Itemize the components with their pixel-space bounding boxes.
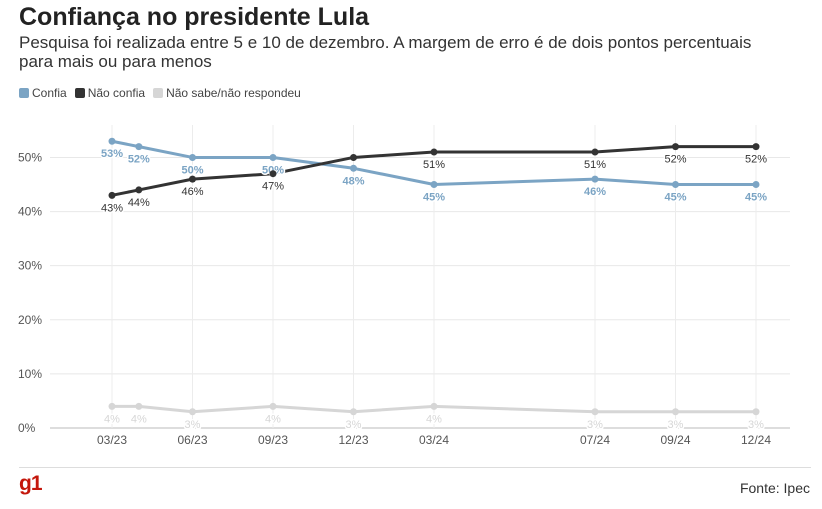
- x-tick-label: 03/24: [419, 433, 449, 447]
- data-point: [430, 402, 438, 410]
- data-point: [108, 191, 116, 199]
- chart-subtitle: Pesquisa foi realizada entre 5 e 10 de d…: [19, 33, 752, 71]
- source-note: Fonte: Ipec: [739, 480, 810, 496]
- data-point: [108, 402, 116, 410]
- g1-logo: g1: [19, 472, 42, 495]
- x-tick-label: 07/24: [580, 433, 610, 447]
- data-point: [135, 186, 143, 194]
- x-tick-label: 03/23: [97, 433, 127, 447]
- data-point: [672, 143, 679, 151]
- data-label: 4%: [104, 413, 120, 425]
- data-label: 3%: [668, 419, 684, 431]
- legend: Confia Não confia Não sabe/não respondeu: [19, 86, 309, 100]
- data-label: 46%: [584, 186, 606, 198]
- data-point: [189, 153, 196, 161]
- legend-item-nao-sabe: Não sabe/não respondeu: [153, 86, 301, 100]
- data-point: [108, 137, 116, 145]
- data-label: 45%: [745, 192, 767, 204]
- data-point: [350, 153, 357, 161]
- data-point: [430, 148, 438, 156]
- data-label: 46%: [181, 186, 203, 198]
- data-point: [350, 164, 357, 172]
- legend-swatch-confia: [19, 88, 29, 98]
- data-point: [269, 153, 277, 161]
- data-point: [189, 408, 196, 416]
- data-point: [752, 181, 760, 189]
- legend-swatch-nao-confia: [74, 88, 85, 98]
- data-label: 43%: [101, 202, 123, 214]
- data-label: 52%: [664, 154, 686, 166]
- data-point: [752, 143, 760, 151]
- legend-label-confia: Confia: [32, 86, 67, 100]
- data-label: 52%: [745, 154, 767, 166]
- y-tick-label: 50%: [18, 150, 42, 164]
- y-tick-label: 0%: [18, 421, 36, 435]
- data-point: [135, 402, 143, 410]
- x-tick-label: 12/23: [338, 433, 368, 447]
- data-label: 53%: [101, 148, 123, 160]
- data-label: 47%: [262, 181, 284, 193]
- data-point: [430, 181, 438, 189]
- data-point: [752, 408, 760, 416]
- data-label: 4%: [426, 413, 442, 425]
- legend-label-nao-sabe: Não sabe/não respondeu: [166, 86, 301, 100]
- data-label: 45%: [423, 192, 445, 204]
- data-label: 48%: [342, 175, 364, 187]
- data-point: [672, 181, 679, 189]
- data-label: 45%: [664, 192, 686, 204]
- data-label: 3%: [185, 419, 201, 431]
- x-tick-label: 12/24: [741, 433, 771, 447]
- data-label: 4%: [265, 413, 281, 425]
- data-label: 3%: [346, 419, 362, 431]
- data-point: [591, 408, 599, 416]
- footer-divider: [19, 467, 811, 468]
- y-tick-label: 40%: [18, 205, 42, 219]
- data-point: [269, 170, 277, 178]
- data-point: [672, 408, 679, 416]
- x-tick-label: 09/24: [660, 433, 690, 447]
- legend-label-nao-confia: Não confia: [87, 86, 146, 100]
- data-point: [135, 143, 143, 151]
- y-tick-label: 10%: [18, 367, 42, 381]
- data-label: 51%: [584, 159, 606, 171]
- data-point: [350, 408, 357, 416]
- data-point: [189, 175, 196, 183]
- data-point: [591, 175, 599, 183]
- data-label: 52%: [128, 154, 150, 166]
- x-tick-label: 09/23: [258, 433, 288, 447]
- data-label: 44%: [128, 197, 150, 209]
- legend-swatch-nao-sabe: [153, 88, 164, 98]
- data-point: [269, 402, 277, 410]
- data-label: 50%: [181, 164, 203, 176]
- line-chart: 0% 10% 20% 30% 40% 50% 03/23 06/23 09/23 12/23 03/…: [18, 125, 790, 447]
- data-label: 4%: [131, 413, 147, 425]
- legend-item-confia: Confia: [19, 86, 67, 100]
- chart-title: Confiança no presidente Lula: [19, 3, 370, 31]
- data-label: 3%: [587, 419, 603, 431]
- x-tick-label: 06/23: [177, 433, 207, 447]
- y-tick-label: 20%: [18, 313, 42, 327]
- data-label: 51%: [423, 159, 445, 171]
- data-point: [591, 148, 599, 156]
- y-tick-label: 30%: [18, 259, 42, 273]
- legend-item-nao-confia: Não confia: [74, 86, 146, 100]
- data-label: 3%: [748, 419, 764, 431]
